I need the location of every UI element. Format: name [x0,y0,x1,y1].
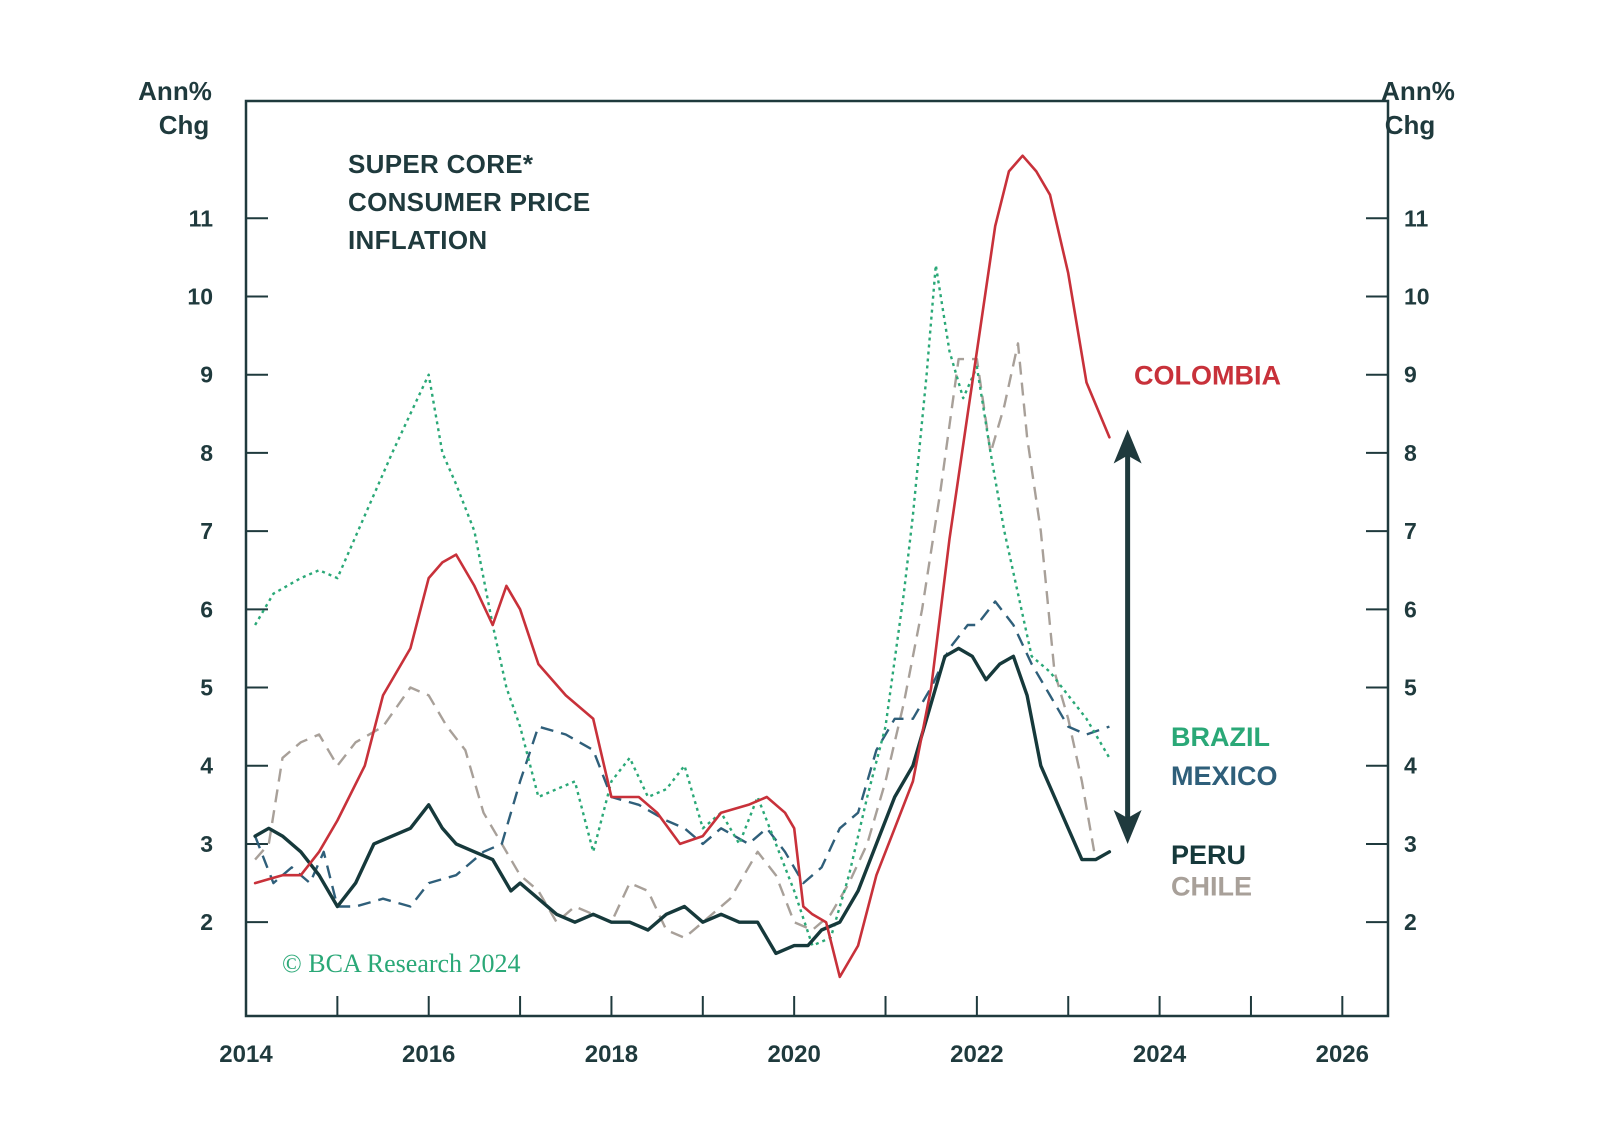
y-tick-label-left: 7 [200,518,213,544]
plot-frame [244,99,1390,1018]
plot-border [244,99,1390,1018]
x-tick-label: 2024 [1133,1041,1187,1068]
y-tick-label-left: 3 [200,831,213,857]
y-tick-label-right: 10 [1404,284,1430,310]
series-label-colombia: COLOMBIA [1134,361,1281,391]
x-tick-label: 2022 [950,1041,1003,1068]
y-tick-label-right: 2 [1404,909,1417,935]
chart-title-line3: INFLATION [348,225,487,255]
series-line-colombia [253,154,1111,979]
x-tick-label: 2020 [767,1041,820,1068]
series-line-peru [253,646,1112,956]
x-tick-label: 2014 [219,1041,273,1068]
chart-title-line1: SUPER CORE* [348,149,534,179]
y-tick-label-right: 8 [1404,440,1417,466]
series-label-peru: PERU [1171,840,1246,870]
y-tick-label-left: 2 [200,909,213,935]
y-tick-label-right: 4 [1404,753,1417,779]
copyright-text: © BCA Research 2024 [282,949,521,978]
y-tick-label-left: 4 [200,753,213,779]
y-tick-label-left: 9 [200,362,213,388]
left-axis-unit-line2: Chg [159,110,210,140]
arrow-head-down [1113,809,1142,844]
chart-title-line2: CONSUMER PRICE [348,187,591,217]
range-arrow [1113,429,1142,844]
y-tick-label-right: 6 [1404,596,1417,622]
arrow-head-up [1113,429,1142,464]
y-tick-label-left: 6 [200,596,213,622]
x-tick-label: 2018 [585,1041,638,1068]
y-tick-label-left: 5 [200,675,213,701]
y-tick-label-right: 9 [1404,362,1417,388]
y-tick-label-right: 3 [1404,831,1417,857]
left-axis-unit-line1: Ann% [138,76,212,106]
series-label-chile: CHILE [1171,871,1252,901]
series-lines [253,154,1112,979]
y-tick-label-left: 10 [187,284,213,310]
x-tick-label: 2026 [1316,1041,1369,1068]
y-tick-label-right: 7 [1404,518,1417,544]
y-tick-label-left: 11 [189,205,214,231]
series-line-mexico [253,600,1110,908]
series-label-brazil: BRAZIL [1171,722,1270,752]
y-tick-label-left: 8 [200,440,213,466]
y-tick-label-right: 5 [1404,675,1417,701]
x-tick-label: 2016 [402,1041,455,1068]
series-label-mexico: MEXICO [1171,761,1278,791]
right-axis-unit-line1: Ann% [1381,76,1455,106]
right-axis-unit-line2: Chg [1385,110,1436,140]
y-tick-label-right: 11 [1404,205,1429,231]
axis-ticks: 2 2 3 3 4 4 5 5 6 6 7 7 8 8 9 9 10 10 11 11 2014 2016 2018 2020… [187,205,1429,1068]
series-line-chile [254,342,1110,939]
